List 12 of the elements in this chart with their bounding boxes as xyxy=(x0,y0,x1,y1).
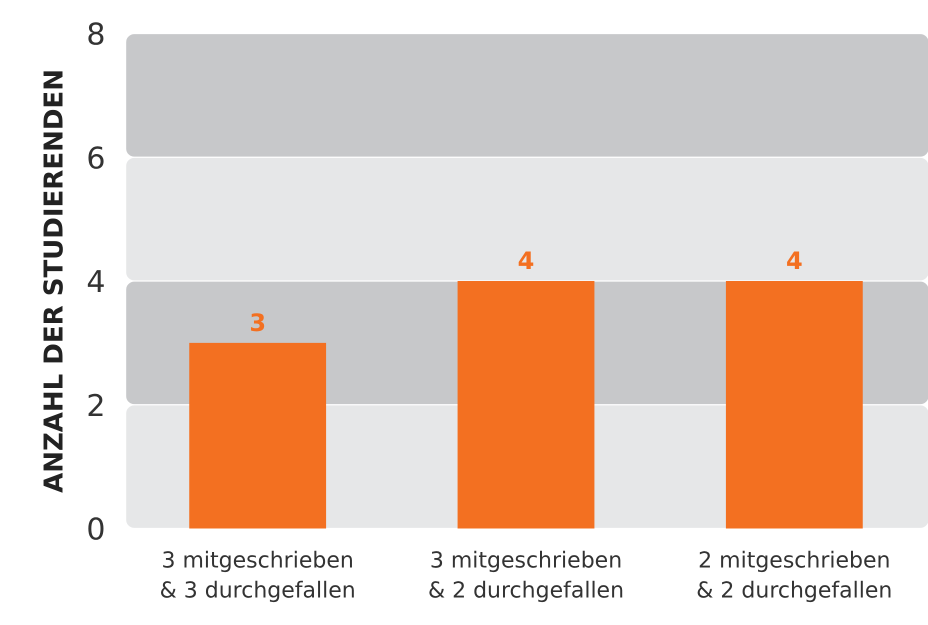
y-tick-label: 4 xyxy=(86,265,106,300)
data-label: 4 xyxy=(786,247,803,275)
x-tick-label: 2 mitgeschrieben & 2 durchgefallen xyxy=(696,548,892,604)
y-tick-label: 6 xyxy=(86,141,106,176)
y-tick-label: 0 xyxy=(86,512,106,548)
x-tick-label: 3 mitgeschrieben & 3 durchgefallen xyxy=(160,548,356,604)
y-tick-label: 2 xyxy=(86,388,106,424)
y-axis-title: ANZAHL DER STUDIERENDEN xyxy=(39,69,70,493)
y-tick-label: 8 xyxy=(86,18,106,52)
x-tick-label: 3 mitgeschrieben & 2 durchgefallen xyxy=(428,548,624,604)
data-label: 3 xyxy=(249,308,266,337)
data-label: 4 xyxy=(518,247,534,275)
